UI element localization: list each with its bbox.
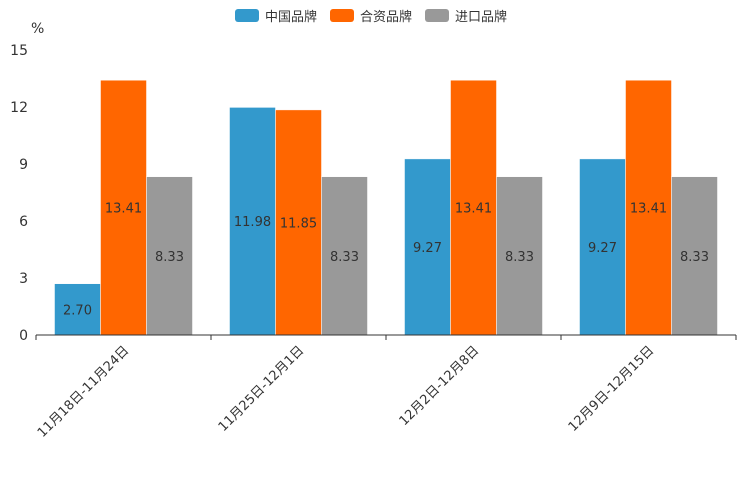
data-label-3-1: 13.41 [630, 202, 667, 217]
y-tick-label-1: 3 [19, 271, 28, 287]
data-label-0-1: 13.41 [105, 202, 142, 217]
legend-label-2: 进口品牌 [455, 9, 507, 25]
y-axis: 0 3 6 9 12 15 [10, 43, 28, 344]
bar-1-0 [229, 107, 276, 336]
y-tick-label-4: 12 [10, 100, 28, 116]
legend-swatch-0 [235, 9, 259, 22]
data-label-2-2: 8.33 [505, 250, 534, 265]
y-axis-unit-label: % [31, 21, 44, 37]
data-label-3-2: 8.33 [680, 250, 709, 265]
legend-swatch-2 [425, 9, 449, 22]
x-tick-label-0: 11月18日-11月24日 [35, 343, 132, 440]
bar-0-2 [146, 176, 193, 336]
bar-1-2 [321, 176, 368, 336]
y-tick-label-0: 0 [19, 328, 28, 344]
data-label-1-0: 11.98 [234, 215, 271, 230]
bar-1-1 [275, 109, 322, 336]
legend-label-1: 合资品牌 [360, 9, 412, 25]
y-tick-label-2: 6 [19, 214, 28, 230]
y-tick-label-3: 9 [19, 157, 28, 173]
data-label-2-0: 9.27 [413, 241, 442, 256]
legend-swatch-1 [330, 9, 354, 22]
x-tick-label-1: 11月25日-12月1日 [216, 343, 308, 435]
data-label-1-2: 8.33 [330, 250, 359, 265]
legend: 中国品牌 合资品牌 进口品牌 [235, 9, 507, 25]
data-label-1-1: 11.85 [280, 216, 317, 231]
data-label-2-1: 13.41 [455, 202, 492, 217]
bars [54, 79, 718, 336]
bar-0-1 [100, 79, 147, 336]
bar-2-0 [404, 158, 451, 336]
bar-3-0 [579, 158, 626, 336]
data-label-3-0: 9.27 [588, 241, 617, 256]
legend-label-0: 中国品牌 [265, 9, 317, 25]
data-label-0-0: 2.70 [63, 303, 92, 318]
bar-0-0 [54, 283, 101, 336]
x-axis: 11月18日-11月24日 11月25日-12月1日 12月2日-12月8日 12月9… [35, 334, 737, 441]
bar-2-1 [450, 79, 497, 336]
y-tick-label-5: 15 [10, 43, 28, 59]
bar-3-2 [671, 176, 718, 336]
data-labels: 2.70 13.41 8.33 11.98 11.85 8.33 9.27 13.41 8.33… [63, 202, 709, 319]
data-label-0-2: 8.33 [155, 250, 184, 265]
x-tick-label-2: 12月2日-12月8日 [397, 343, 483, 429]
x-tick-label-3: 12月9日-12月15日 [566, 343, 658, 435]
